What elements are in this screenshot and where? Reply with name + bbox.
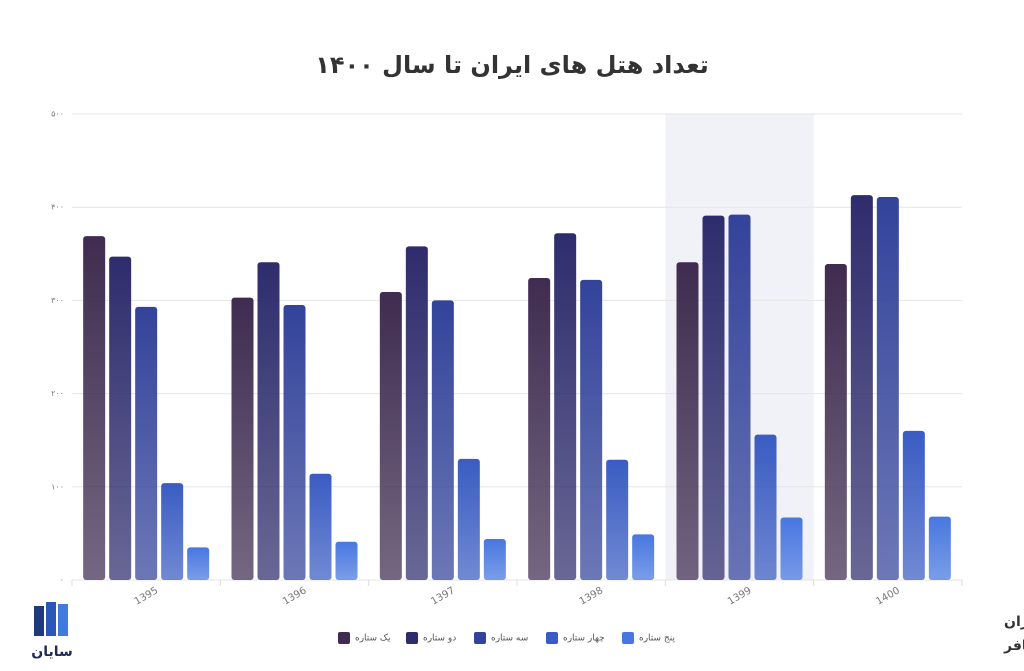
bar [109,256,132,580]
brand: سایان [31,644,73,660]
bar [632,534,655,580]
x-tick-label: 1397 [429,585,457,607]
bar [457,458,480,580]
x-tick-label: 1395 [133,585,161,607]
bar [257,262,280,580]
bar [161,483,184,580]
bar [554,233,577,580]
legend-label: دو ستاره [423,634,456,644]
x-tick-label: 1400 [874,585,902,607]
legend-swatch [474,632,486,644]
bar [606,459,629,580]
bar [676,262,699,580]
bar [702,215,725,580]
legend-label: پنج ستاره [639,634,675,644]
logo-shape [46,602,56,636]
bar [483,538,506,580]
legend-label: یک ستاره [355,634,391,644]
bar [135,306,158,580]
bar [431,300,454,580]
logo-shape [34,606,44,636]
bar [580,279,603,580]
x-tick-label: 1398 [578,585,606,607]
x-tick-label: 1399 [726,585,754,607]
bar [824,264,847,580]
chart-title: تعداد هتل های ایران تا سال ۱۴۰۰ [315,51,709,79]
bar [728,214,751,580]
logo [34,602,68,636]
logo-shape [58,604,68,636]
legend-swatch [338,632,350,644]
bar [528,278,551,580]
bar [928,516,951,580]
bar [309,473,332,580]
y-tick-label: ۰ [60,576,64,585]
legend-swatch [622,632,634,644]
bar [283,305,306,580]
bar [850,195,873,581]
source: منبع: مرکز آمار ایران [1004,612,1024,630]
y-tick-label: ۵۰۰ [51,110,64,119]
bar [780,517,803,580]
y-tick-label: ۲۰۰ [51,389,64,398]
x-tick-label: 1396 [281,585,309,607]
bar [902,430,925,580]
bar [83,236,106,581]
bar [405,246,428,580]
legend-swatch [406,632,418,644]
bar [231,297,254,580]
bar [335,541,358,580]
y-tick-label: ۳۰۰ [51,296,64,305]
legend-label: سه ستاره [491,634,528,644]
credit: تفکیک: وبسایت نمافر [1003,638,1024,654]
legend-swatch [546,632,558,644]
bar [876,196,899,580]
bar [187,547,210,580]
y-tick-label: ۴۰۰ [51,203,64,212]
bar [754,434,777,580]
legend-label: چهار ستاره [563,634,605,644]
y-tick-label: ۱۰۰ [51,482,64,491]
bar [379,292,402,580]
